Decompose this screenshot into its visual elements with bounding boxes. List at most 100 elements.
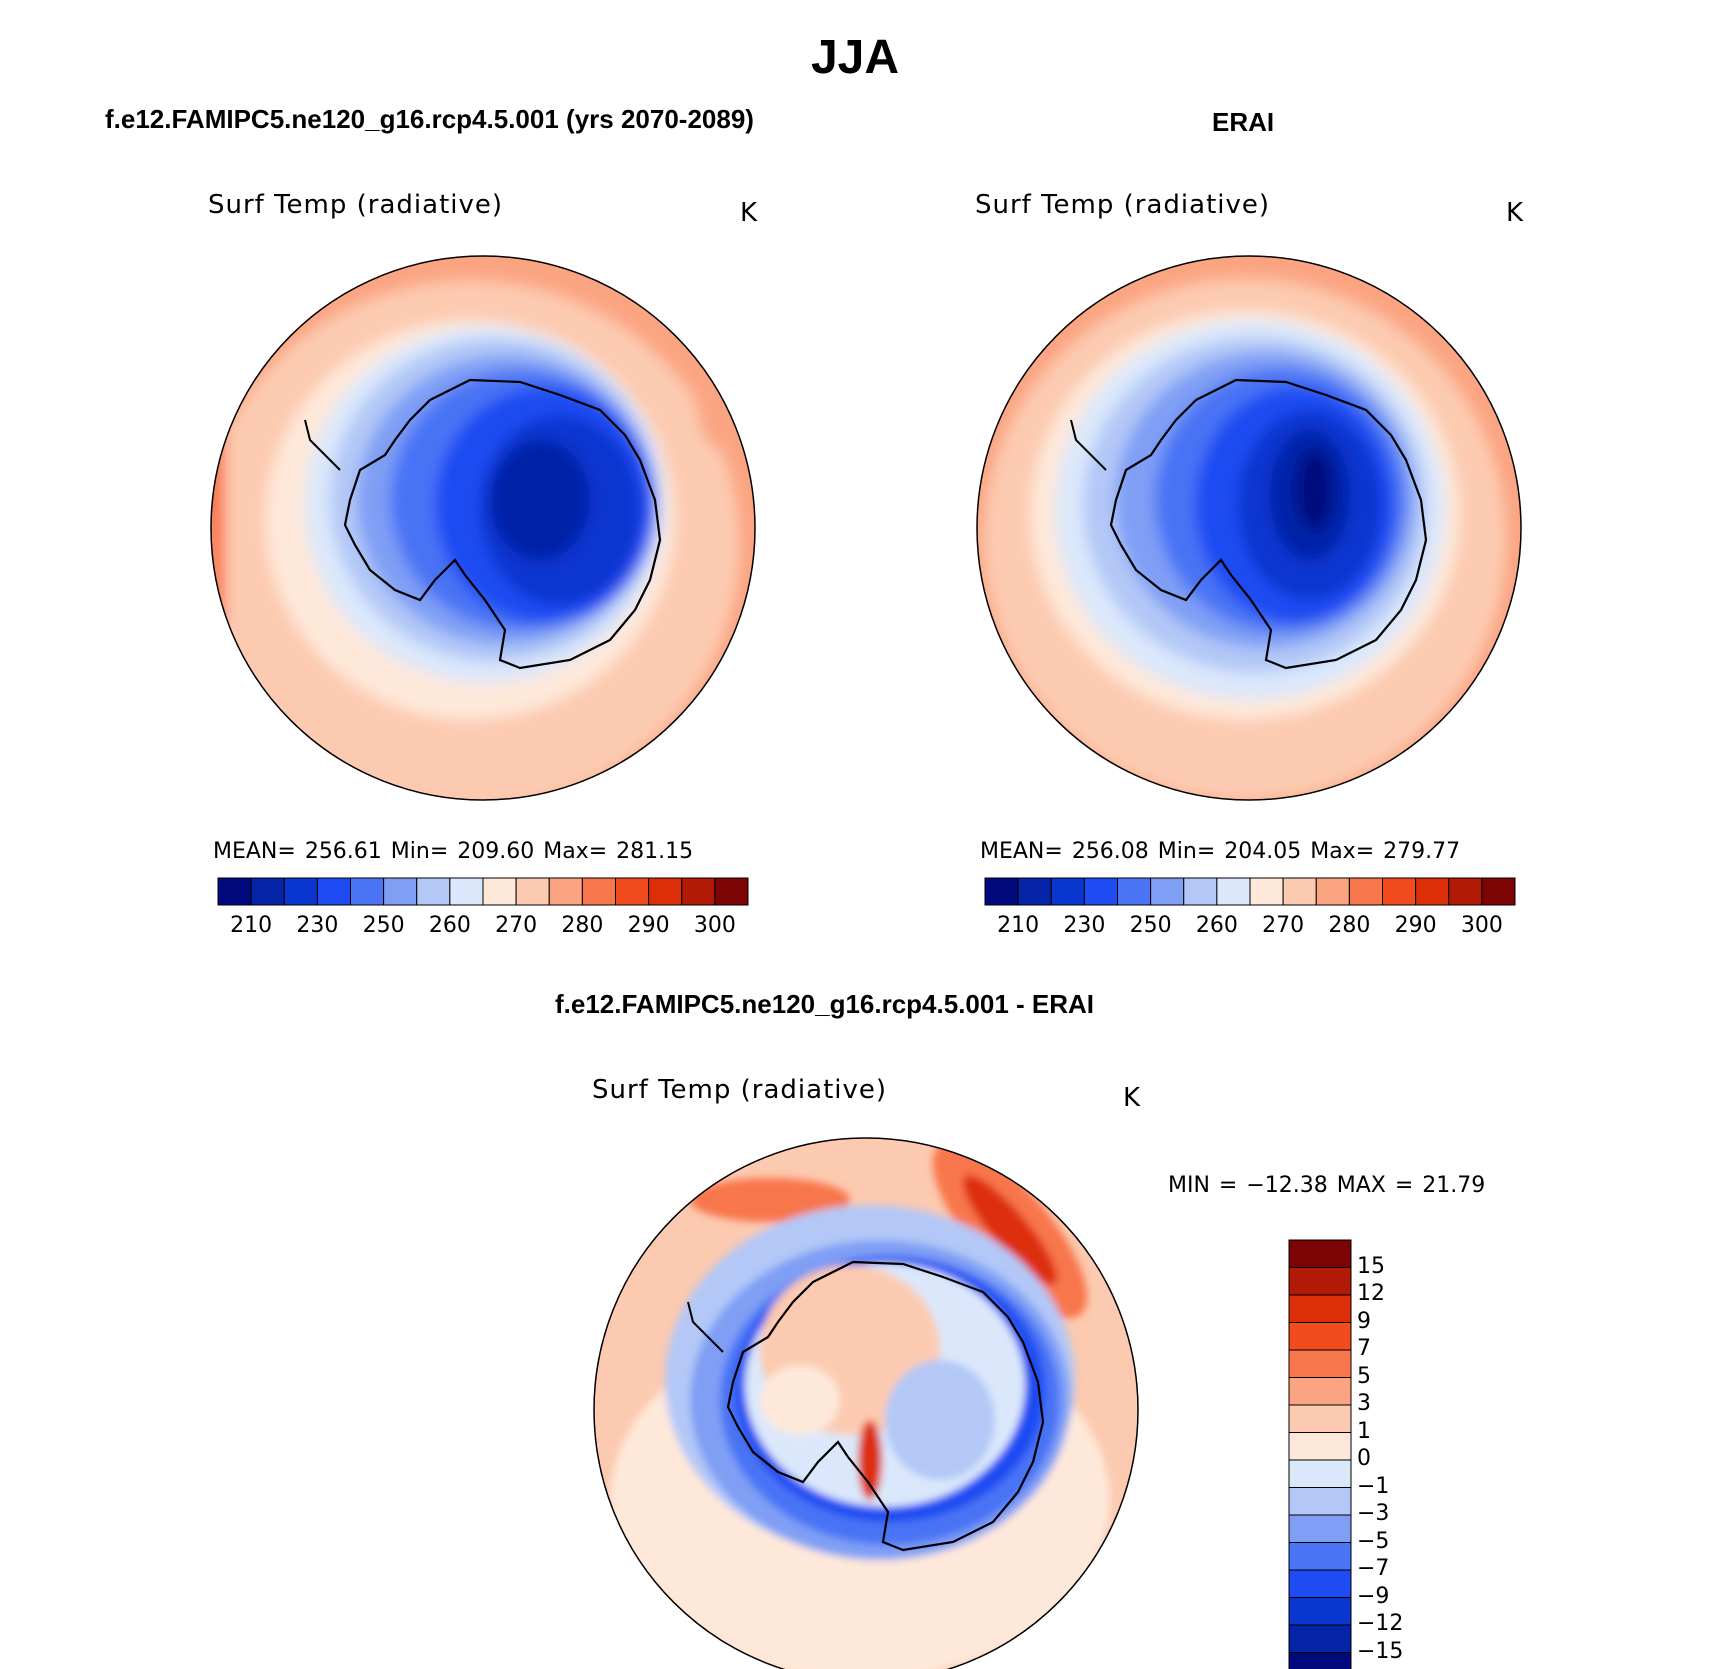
obs-colorbar-box [1448, 877, 1483, 906]
diff-colorbar-box [1288, 1487, 1352, 1516]
obs-colorbar-box [1249, 877, 1284, 906]
obs-colorbar-box [1117, 877, 1152, 906]
diff-colorbar-box [1288, 1459, 1352, 1488]
diff-variable-label: Surf Temp (radiative) [592, 1075, 888, 1105]
diff-coastline [726, 1260, 1045, 1552]
obs-colorbar-box [1282, 877, 1317, 906]
diff-colorbar-box [1288, 1514, 1352, 1543]
diff-colorbar-tick-label: 5 [1357, 1363, 1371, 1389]
obs-colorbar-box [1415, 877, 1450, 906]
model-colorbar-box [416, 877, 451, 906]
diff-colorbar-box [1288, 1569, 1352, 1598]
obs-colorbar-tick-label: 300 [1460, 913, 1503, 938]
model-units-label: K [740, 198, 758, 228]
diff-colorbar-tick-label: −5 [1357, 1528, 1390, 1554]
model-colorbar-box [217, 877, 252, 906]
diff-colorbar-tick-label: −9 [1357, 1583, 1390, 1609]
model-colorbar-box [515, 877, 550, 906]
obs-colorbar-box [1348, 877, 1383, 906]
diff-colorbar-box [1288, 1652, 1352, 1669]
model-colorbar-box [482, 877, 517, 906]
diff-colorbar-tick-label: 1 [1357, 1418, 1371, 1444]
model-coastline [343, 378, 662, 670]
diff-stats: MIN = −12.38 MAX = 21.79 [1168, 1173, 1486, 1198]
model-variable-label: Surf Temp (radiative) [208, 190, 504, 220]
model-colorbar-box [350, 877, 385, 906]
model-colorbar-box [449, 877, 484, 906]
diff-colorbar-tick-label: 12 [1357, 1281, 1385, 1306]
obs-colorbar-box [1150, 877, 1185, 906]
obs-colorbar-tick-label: 260 [1195, 913, 1238, 938]
diff-colorbar-tick-label: 9 [1357, 1308, 1371, 1334]
model-colorbar-box [581, 877, 616, 906]
diff-map [594, 1138, 1138, 1669]
model-colorbar-box [648, 877, 683, 906]
diff-colorbar-box [1288, 1542, 1352, 1571]
diff-panel-title: f.e12.FAMIPC5.ne120_g16.rcp4.5.001 - ERA… [555, 989, 1095, 1019]
obs-colorbar-box [1050, 877, 1085, 906]
obs-colorbar-box [1017, 877, 1052, 906]
obs-colorbar-box [1315, 877, 1350, 906]
obs-map [977, 256, 1521, 800]
model-map [211, 256, 755, 800]
obs-map-border [976, 255, 1522, 801]
model-colorbar [217, 877, 749, 906]
obs-colorbar-box [1382, 877, 1417, 906]
diff-colorbar-tick-label: −1 [1357, 1473, 1390, 1499]
obs-colorbar-box [1481, 877, 1516, 906]
model-colorbar-tick-label: 230 [296, 913, 339, 938]
model-colorbar-tick-label: 210 [230, 913, 273, 938]
model-colorbar-box [615, 877, 650, 906]
diff-colorbar-box [1288, 1239, 1352, 1268]
diff-colorbar-tick-label: 7 [1357, 1336, 1371, 1361]
obs-colorbar-box [984, 877, 1019, 906]
diff-colorbar-box [1288, 1294, 1352, 1323]
diff-map-border [593, 1137, 1139, 1669]
model-colorbar-box [681, 877, 716, 906]
model-map-border [210, 255, 756, 801]
obs-colorbar-box [1083, 877, 1118, 906]
model-colorbar-box [316, 877, 351, 906]
model-colorbar-box [283, 877, 318, 906]
diff-colorbar-tick-label: −12 [1357, 1611, 1404, 1636]
obs-units-label: K [1506, 198, 1524, 228]
diff-colorbar-box [1288, 1432, 1352, 1461]
model-stats: MEAN= 256.61 Min= 209.60 Max= 281.15 [213, 839, 694, 864]
model-colorbar-tick-label: 280 [561, 913, 604, 938]
model-colorbar-box [250, 877, 285, 906]
model-colorbar-tick-label: 290 [627, 913, 670, 938]
model-colorbar-box [383, 877, 418, 906]
diff-colorbar-box [1288, 1349, 1352, 1378]
model-colorbar-tick-label: 270 [495, 913, 538, 938]
obs-colorbar-tick-label: 270 [1262, 913, 1305, 938]
diff-colorbar-tick-label: −15 [1357, 1638, 1404, 1664]
model-colorbar-box [548, 877, 583, 906]
obs-colorbar-tick-label: 230 [1063, 913, 1106, 938]
obs-colorbar [984, 877, 1516, 906]
diff-colorbar-box [1288, 1267, 1352, 1296]
obs-stats: MEAN= 256.08 Min= 204.05 Max= 279.77 [980, 839, 1461, 864]
model-colorbar-tick-label: 260 [428, 913, 471, 938]
obs-colorbar-tick-label: 250 [1129, 913, 1172, 938]
model-colorbar-tick-label: 250 [362, 913, 405, 938]
obs-colorbar-tick-label: 280 [1328, 913, 1371, 938]
obs-colorbar-tick-label: 290 [1394, 913, 1437, 938]
obs-coastline [1109, 378, 1428, 670]
obs-colorbar-box [1183, 877, 1218, 906]
diff-colorbar-box [1288, 1322, 1352, 1351]
diff-colorbar [1288, 1239, 1352, 1669]
diff-colorbar-box [1288, 1404, 1352, 1433]
obs-colorbar-box [1216, 877, 1251, 906]
diff-colorbar-tick-label: −3 [1357, 1501, 1390, 1526]
model-colorbar-tick-label: 300 [693, 913, 736, 938]
diff-colorbar-tick-label: 15 [1357, 1253, 1385, 1279]
obs-variable-label: Surf Temp (radiative) [975, 190, 1271, 220]
diff-colorbar-box [1288, 1597, 1352, 1626]
obs-panel-title: ERAI [1212, 107, 1275, 137]
diff-colorbar-box [1288, 1377, 1352, 1406]
obs-colorbar-tick-label: 210 [997, 913, 1040, 938]
diff-colorbar-tick-label: −7 [1357, 1556, 1390, 1581]
diff-colorbar-tick-label: 0 [1357, 1446, 1371, 1471]
diff-units-label: K [1123, 1083, 1141, 1113]
